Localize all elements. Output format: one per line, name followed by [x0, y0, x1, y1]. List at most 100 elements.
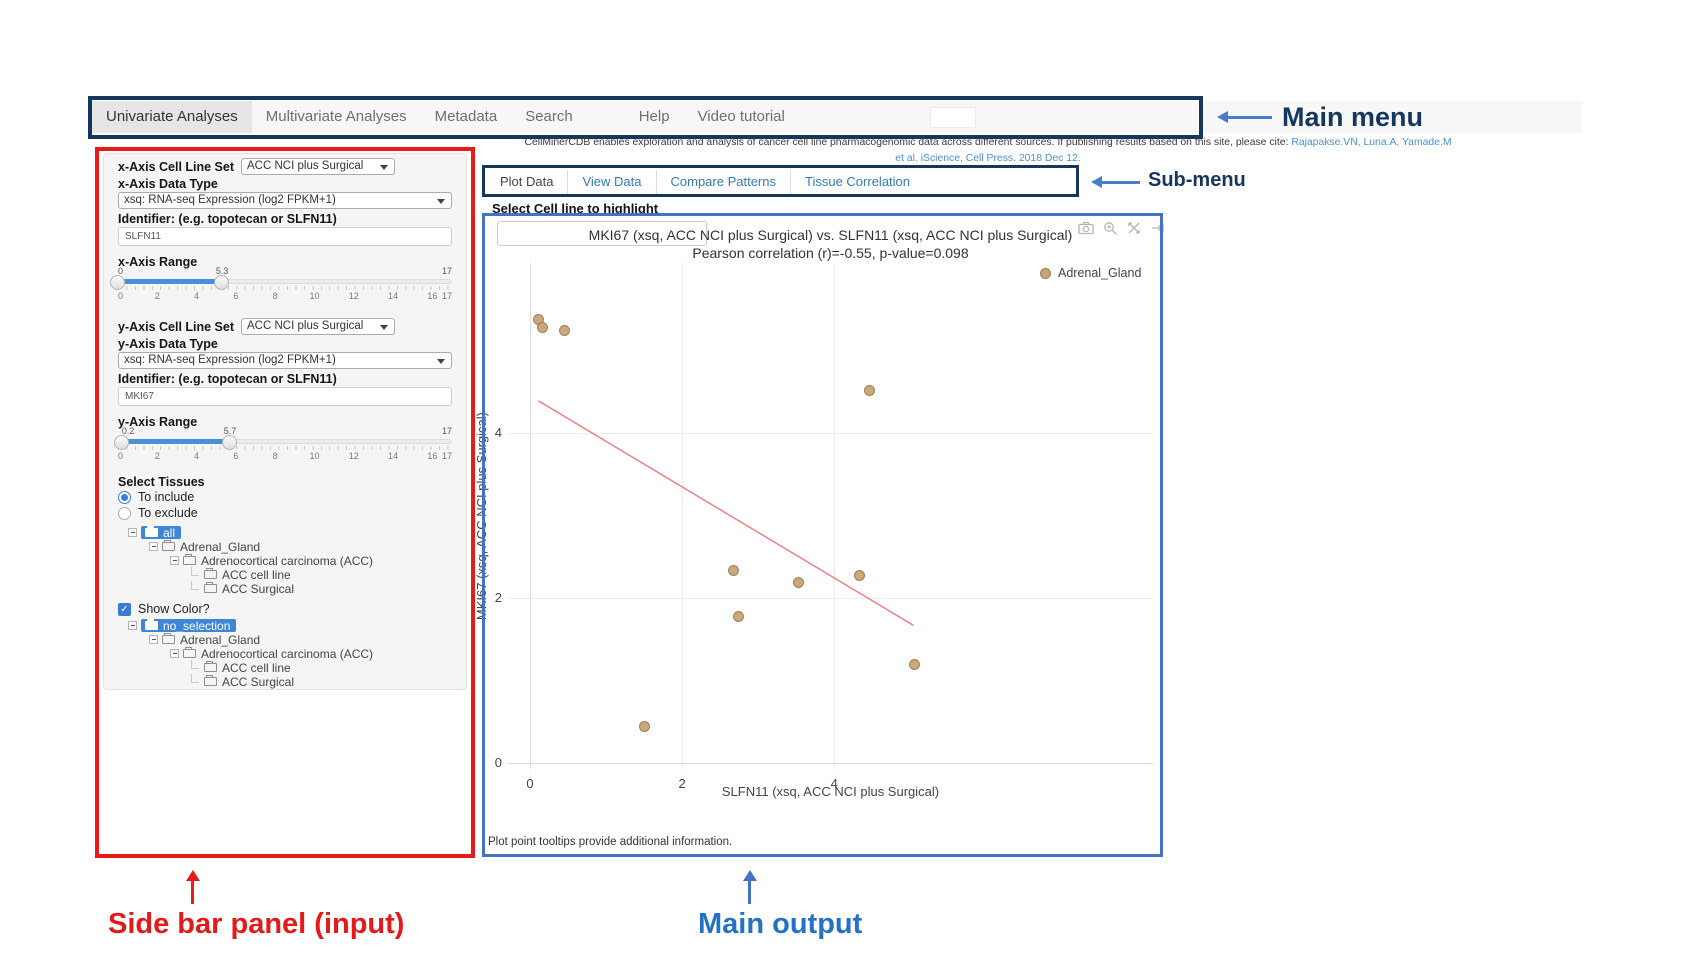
radio-label: To include — [138, 490, 195, 504]
citation-link[interactable]: Rajapakse.VN, Luna.A, Yamade.M — [1291, 137, 1452, 148]
scatter-point[interactable] — [732, 610, 744, 622]
main-output-annotation-label: Main output — [698, 908, 863, 940]
y-axis-identifier-input[interactable] — [118, 387, 452, 406]
tree-collapse-toggle[interactable] — [128, 621, 137, 630]
x-axis-data-type-select[interactable]: xsq: RNA-seq Expression (log2 FPKM+1) — [118, 192, 452, 209]
tree-collapse-toggle[interactable] — [128, 528, 137, 537]
x-axis-identifier-input[interactable] — [118, 227, 452, 246]
main-output-arrow — [742, 870, 757, 904]
x-axis-cell-line-set-select[interactable]: ACC NCI plus Surgical — [241, 158, 396, 175]
slider-handle-to[interactable] — [214, 274, 230, 290]
scatter-point[interactable] — [638, 720, 650, 732]
zoom-in-icon[interactable] — [1103, 221, 1118, 235]
camera-icon[interactable] — [1078, 221, 1094, 235]
tree-collapse-toggle[interactable] — [170, 649, 179, 658]
subtab-compare-patterns[interactable]: Compare Patterns — [655, 169, 791, 194]
radio-label: To exclude — [138, 506, 198, 520]
legend-marker-adrenal-gland — [1040, 267, 1051, 279]
tissue-radio-to-exclude[interactable]: To exclude — [118, 506, 452, 520]
slider-tick-label: 10 — [309, 291, 320, 301]
scatter-point[interactable] — [727, 564, 739, 576]
scatter-point[interactable] — [793, 576, 805, 588]
tree-node-no-selection[interactable]: no_selection — [128, 619, 452, 633]
menu-item-help[interactable]: Help — [638, 108, 670, 125]
scatter-point[interactable] — [558, 325, 570, 337]
folder-icon — [145, 619, 158, 630]
subtab-tissue-correlation[interactable]: Tissue Correlation — [790, 169, 924, 194]
tree-selected-chip: no_selection — [141, 619, 237, 633]
menu-item-univariate-analyses[interactable]: Univariate Analyses — [92, 101, 252, 133]
x-axis-range-label: x-Axis Range — [118, 255, 198, 269]
tree-node-label: Adrenocortical carcinoma (ACC) — [201, 646, 374, 661]
menu-item-video-tutorial[interactable]: Video tutorial — [697, 108, 785, 125]
y-axis-cell-line-set-select[interactable]: ACC NCI plus Surgical — [241, 318, 396, 335]
scatter-point[interactable] — [863, 384, 875, 396]
tissue-color-tree: no_selection Adrenal_Gland Adrenocortical … — [118, 619, 452, 689]
tree-node-all[interactable]: all — [128, 526, 452, 540]
tree-node-acc-surgical[interactable]: ACC Surgical — [191, 673, 452, 689]
menu-item-metadata[interactable]: Metadata — [434, 108, 498, 125]
slider-tick-label: 4 — [194, 451, 200, 461]
tree-collapse-toggle[interactable] — [170, 556, 179, 565]
x-gridline — [530, 263, 532, 769]
slider-tick-label: 6 — [233, 451, 239, 461]
description-text: CellMinerCDB enables exploration and ana… — [524, 137, 1289, 148]
slider-tick-label: 12 — [348, 451, 359, 461]
tissue-radio-to-include[interactable]: To include — [118, 490, 452, 504]
main-menu-bar: Univariate Analyses Multivariate Analyses… — [92, 101, 1582, 133]
y-tick-label: 4 — [494, 425, 502, 441]
folder-icon — [204, 582, 217, 593]
tree-node-acc-surgical[interactable]: ACC Surgical — [191, 580, 452, 596]
x-axis-identifier-label: Identifier: (e.g. topotecan or SLFN11) — [118, 212, 337, 226]
slider-handle-from[interactable] — [113, 434, 129, 450]
slider-tick-label: 8 — [272, 291, 278, 301]
slider-tick-label: 17 — [441, 451, 452, 461]
show-color-checkbox[interactable]: ✓ — [118, 602, 131, 616]
slider-handle-from[interactable] — [110, 274, 125, 290]
x-gridline — [682, 263, 684, 769]
slider-minor-ticks — [118, 446, 452, 450]
menu-search-box[interactable] — [930, 107, 976, 128]
scatter-point[interactable] — [853, 569, 865, 581]
scatter-point[interactable] — [908, 658, 920, 670]
slider-handle-to[interactable] — [221, 434, 237, 450]
plot-region: 0 2 4 0 2 4 — [495, 263, 1153, 791]
x-tick-label: 4 — [830, 776, 838, 791]
tree-node-adrenal-gland[interactable]: Adrenal_Gland — [149, 539, 452, 554]
tree-collapse-toggle[interactable] — [149, 635, 158, 644]
highlight-cell-line-input[interactable] — [497, 221, 707, 246]
menu-item-multivariate-analyses[interactable]: Multivariate Analyses — [265, 108, 407, 125]
reset-axes-icon[interactable] — [1150, 221, 1165, 235]
tree-node-acc-cell-line[interactable]: ACC cell line — [191, 659, 452, 675]
tree-collapse-toggle[interactable] — [149, 542, 158, 551]
tree-leaf-connector — [191, 580, 199, 590]
y-axis-range-slider[interactable]: 0.2 5.7 17 0 2 4 6 8 10 12 14 16 17 — [113, 426, 452, 461]
radio-icon — [118, 506, 131, 520]
select-tissues-heading: Select Tissues — [118, 475, 205, 489]
subtab-view-data[interactable]: View Data — [567, 169, 655, 194]
slider-tick-label: 10 — [309, 451, 320, 461]
tree-node-acc-cell-line[interactable]: ACC cell line — [191, 566, 452, 582]
tree-node-adrenal-gland[interactable]: Adrenal_Gland — [149, 633, 452, 647]
menu-item-search[interactable]: Search — [525, 108, 573, 125]
tree-node-adrenocortical-carcinoma-acc-[interactable]: Adrenocortical carcinoma (ACC) — [170, 646, 452, 661]
tree-leaf-connector — [191, 673, 199, 683]
x-axis-range-slider[interactable]: 0 5.3 17 0 2 4 6 8 10 12 14 16 17 — [110, 266, 452, 301]
y-axis-data-type-select[interactable]: xsq: RNA-seq Expression (log2 FPKM+1) — [118, 352, 452, 369]
tree-node-label: ACC Surgical — [222, 581, 295, 596]
tree-node-label: Adrenal_Gland — [180, 539, 261, 554]
scatter-point[interactable] — [537, 321, 549, 333]
citation-line2[interactable]: et al. iScience, Cell Press. 2018 Dec 12… — [895, 152, 1081, 164]
autoscale-icon[interactable] — [1127, 221, 1141, 235]
subtab-plot-data[interactable]: Plot Data — [500, 173, 554, 189]
show-color-row[interactable]: ✓ Show Color? — [118, 602, 452, 616]
slider-fill — [121, 439, 230, 444]
slider-tick-label: 2 — [154, 451, 160, 461]
tree-node-adrenocortical-carcinoma-acc-[interactable]: Adrenocortical carcinoma (ACC) — [170, 554, 452, 568]
sub-menu-arrow — [1091, 176, 1140, 188]
sidebar-annotation-label: Side bar panel (input) — [108, 908, 405, 940]
legend-item[interactable]: Adrenal_Gland — [1040, 266, 1141, 280]
x-tick-label: 2 — [678, 776, 686, 791]
folder-icon — [204, 568, 217, 579]
